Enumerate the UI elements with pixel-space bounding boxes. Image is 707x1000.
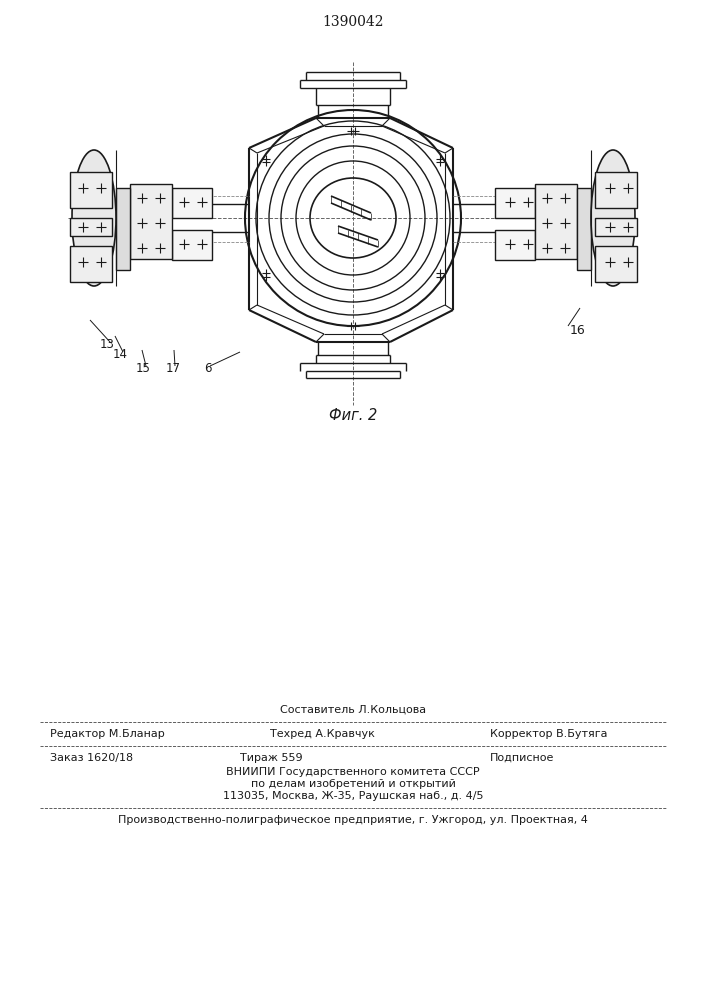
Bar [495,188,535,218]
Bar [172,230,212,260]
Ellipse shape [591,150,635,286]
Text: Подписное: Подписное [490,753,554,763]
Text: Составитель Л.Кольцова: Составитель Л.Кольцова [280,705,426,715]
Bar [172,188,212,218]
Bar [130,184,172,259]
Bar [595,172,637,208]
Bar [70,246,112,282]
Text: 17: 17 [165,361,180,374]
Text: 16: 16 [570,324,586,336]
Text: Техред А.Кравчук: Техред А.Кравчук [270,729,375,739]
Text: 113035, Москва, Ж-35, Раушская наб., д. 4/5: 113035, Москва, Ж-35, Раушская наб., д. … [223,791,484,801]
Text: Тираж 559: Тираж 559 [240,753,303,763]
Bar [595,246,637,282]
Bar [70,172,112,208]
Text: ВНИИПИ Государственного комитета СССР: ВНИИПИ Государственного комитета СССР [226,767,480,777]
Text: 14: 14 [112,349,127,361]
Text: по делам изобретений и открытий: по делам изобретений и открытий [250,779,455,789]
Text: Фиг. 2: Фиг. 2 [329,408,377,422]
Bar [70,218,112,236]
Ellipse shape [72,150,116,286]
Text: Производственно-полиграфическое предприятие, г. Ужгород, ул. Проектная, 4: Производственно-полиграфическое предприя… [118,815,588,825]
Bar [116,188,130,270]
Bar [595,218,637,236]
Bar [577,188,591,270]
Bar [495,230,535,260]
Text: 15: 15 [136,361,151,374]
Text: Корректор В.Бутяга: Корректор В.Бутяга [490,729,607,739]
Text: Редактор М.Бланар: Редактор М.Бланар [50,729,165,739]
Text: Заказ 1620/18: Заказ 1620/18 [50,753,133,763]
Text: 6: 6 [204,361,212,374]
Text: 1390042: 1390042 [322,15,384,29]
Bar [535,184,577,259]
Text: 13: 13 [100,338,115,352]
